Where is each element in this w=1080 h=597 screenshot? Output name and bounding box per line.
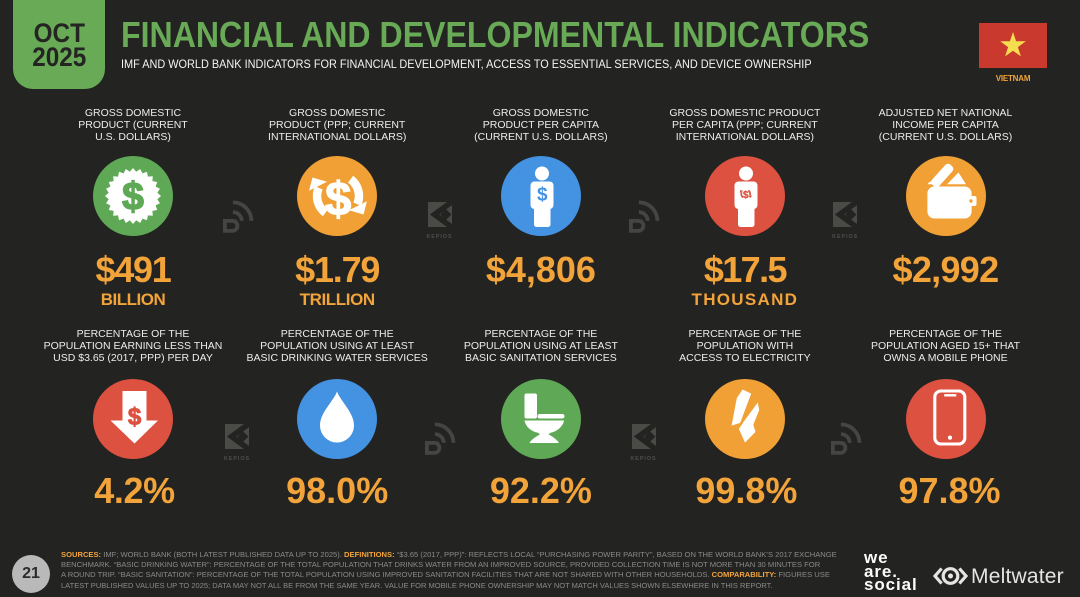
svg-text:$: $ <box>537 185 548 206</box>
svg-text:$: $ <box>325 172 351 225</box>
svg-text:$: $ <box>743 190 749 201</box>
svg-text:$: $ <box>128 404 142 431</box>
svg-text:$: $ <box>122 176 144 219</box>
